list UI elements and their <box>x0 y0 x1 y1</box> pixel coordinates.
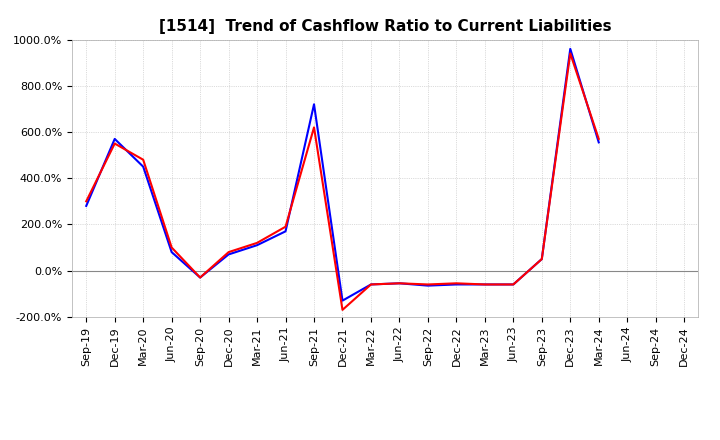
Operating CF to Current Liabilities <box>310 125 318 130</box>
Operating CF to Current Liabilities <box>139 157 148 162</box>
Free CF to Current Liabilities <box>167 249 176 255</box>
Operating CF to Current Liabilities <box>566 51 575 56</box>
Operating CF to Current Liabilities <box>253 240 261 246</box>
Free CF to Current Liabilities <box>82 203 91 209</box>
Operating CF to Current Liabilities <box>110 141 119 146</box>
Operating CF to Current Liabilities <box>452 281 461 286</box>
Operating CF to Current Liabilities <box>595 136 603 142</box>
Free CF to Current Liabilities <box>366 282 375 287</box>
Free CF to Current Liabilities <box>395 281 404 286</box>
Free CF to Current Liabilities <box>110 136 119 142</box>
Operating CF to Current Liabilities <box>225 249 233 255</box>
Line: Free CF to Current Liabilities: Free CF to Current Liabilities <box>86 49 599 301</box>
Free CF to Current Liabilities <box>509 282 518 287</box>
Free CF to Current Liabilities <box>452 282 461 287</box>
Free CF to Current Liabilities <box>595 140 603 145</box>
Free CF to Current Liabilities <box>338 298 347 303</box>
Operating CF to Current Liabilities <box>82 198 91 204</box>
Free CF to Current Liabilities <box>225 252 233 257</box>
Free CF to Current Liabilities <box>566 46 575 51</box>
Operating CF to Current Liabilities <box>395 281 404 286</box>
Free CF to Current Liabilities <box>282 229 290 234</box>
Operating CF to Current Liabilities <box>537 257 546 262</box>
Free CF to Current Liabilities <box>537 257 546 262</box>
Operating CF to Current Liabilities <box>282 224 290 229</box>
Operating CF to Current Liabilities <box>167 245 176 250</box>
Line: Operating CF to Current Liabilities: Operating CF to Current Liabilities <box>86 53 599 310</box>
Title: [1514]  Trend of Cashflow Ratio to Current Liabilities: [1514] Trend of Cashflow Ratio to Curren… <box>159 19 611 34</box>
Operating CF to Current Liabilities <box>423 282 432 287</box>
Operating CF to Current Liabilities <box>196 275 204 280</box>
Free CF to Current Liabilities <box>196 275 204 280</box>
Free CF to Current Liabilities <box>253 242 261 248</box>
Free CF to Current Liabilities <box>139 164 148 169</box>
Operating CF to Current Liabilities <box>480 282 489 287</box>
Free CF to Current Liabilities <box>423 283 432 288</box>
Free CF to Current Liabilities <box>480 282 489 287</box>
Operating CF to Current Liabilities <box>366 282 375 287</box>
Operating CF to Current Liabilities <box>338 307 347 312</box>
Free CF to Current Liabilities <box>310 102 318 107</box>
Operating CF to Current Liabilities <box>509 282 518 287</box>
